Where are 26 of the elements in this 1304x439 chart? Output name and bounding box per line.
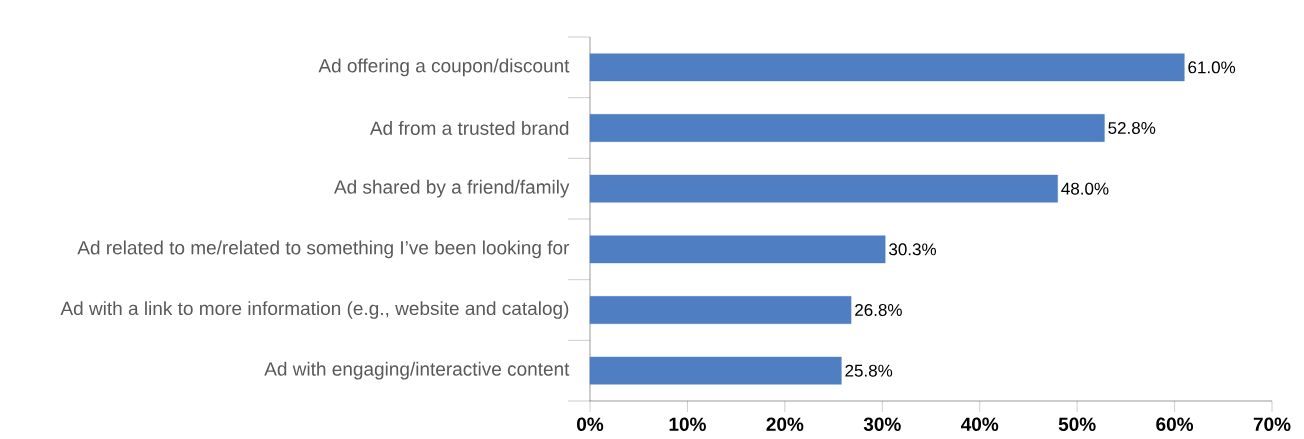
data-label: 25.8% [845,364,893,377]
data-label: 52.8% [1108,121,1156,135]
x-tick-label: 50% [1058,417,1096,431]
x-tick-label: 40% [960,417,999,431]
x-tick-label: 0% [577,417,604,431]
bar [589,174,1058,203]
x-tick-label: 60% [1156,417,1194,431]
data-label: 26.8% [855,303,902,317]
x-tick-label: 30% [863,417,901,432]
x-tick-label: 20% [766,417,804,431]
y-tick-label: Ad offering a coupon/discount [318,58,570,77]
bar [589,296,852,324]
y-tick-label: Ad shared by a friend/family [334,179,570,198]
data-label: 30.3% [889,243,937,256]
x-tick-label: 70% [1253,417,1291,431]
bar [589,356,842,385]
data-label: 48.0% [1061,182,1109,195]
y-tick-label: Ad from a trusted brand [369,121,569,135]
y-tick-label: Ad with engaging/interactive content [264,361,570,380]
y-tick-label: Ad with a link to more information (e.g., website and catalog) [60,301,569,319]
bar [589,53,1185,82]
y-tick-label: Ad related to me/related to something I’ve been looking for [77,240,570,259]
data-label: 61.0% [1188,61,1236,74]
x-tick-label: 10% [669,417,706,431]
bar [589,235,886,264]
bar [589,114,1105,142]
